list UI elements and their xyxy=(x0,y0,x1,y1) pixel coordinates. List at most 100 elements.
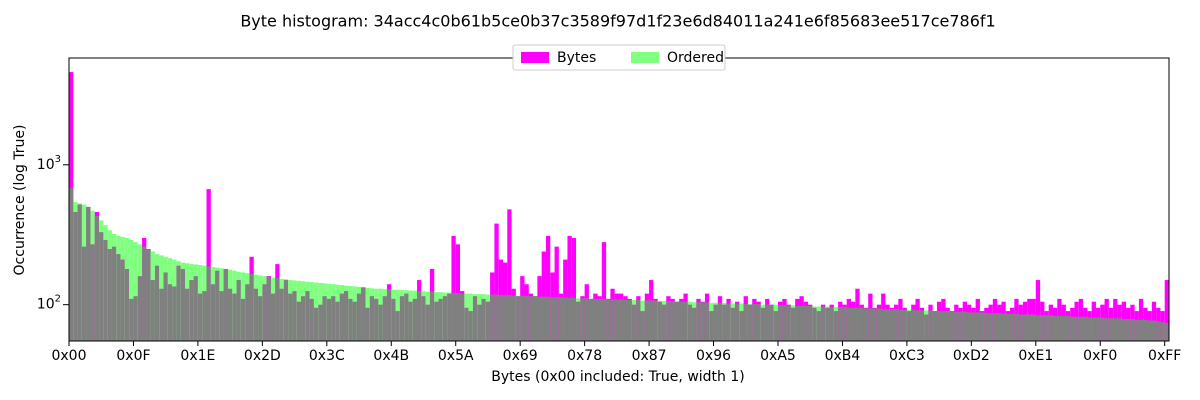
bar xyxy=(545,296,551,341)
bar xyxy=(1078,316,1084,341)
bar xyxy=(765,304,770,341)
bar xyxy=(1074,316,1079,341)
bar xyxy=(1117,318,1122,341)
x-tick-label: 0xC3 xyxy=(889,348,925,364)
bar xyxy=(679,301,684,341)
bar xyxy=(301,296,306,341)
x-tick-label: 0xF0 xyxy=(1083,348,1117,364)
bar xyxy=(825,307,830,341)
y-tick-label: 102 xyxy=(37,294,61,313)
x-tick-label: 0x5A xyxy=(438,348,474,364)
bar xyxy=(502,295,508,341)
bar xyxy=(249,273,254,341)
bar xyxy=(172,286,177,341)
bar xyxy=(533,296,538,341)
bar xyxy=(223,268,228,341)
bar xyxy=(215,270,220,341)
bar xyxy=(588,298,594,341)
bar xyxy=(464,307,469,341)
bar xyxy=(468,311,473,341)
bar xyxy=(567,297,572,341)
x-tick-label: 0xE1 xyxy=(1018,348,1053,364)
bar xyxy=(790,307,796,341)
x-tick-label: 0x4B xyxy=(373,348,409,364)
bar xyxy=(339,293,344,341)
bar xyxy=(1113,318,1118,341)
bar xyxy=(829,307,834,341)
x-tick-label: 0x87 xyxy=(632,348,667,364)
bar xyxy=(541,251,546,341)
bar xyxy=(1018,314,1023,341)
legend: Bytes Ordered xyxy=(512,44,726,71)
bar xyxy=(898,309,903,341)
bar xyxy=(451,293,456,341)
bar xyxy=(554,246,559,341)
bar xyxy=(739,311,744,341)
bar xyxy=(262,284,267,341)
bar xyxy=(683,301,688,341)
bar xyxy=(833,311,839,341)
bar xyxy=(1048,315,1053,341)
bar xyxy=(838,307,843,341)
bar xyxy=(936,311,942,341)
bar xyxy=(202,291,207,341)
bar xyxy=(653,300,658,341)
bar xyxy=(657,301,662,341)
bar xyxy=(752,304,757,341)
bar xyxy=(481,298,486,341)
bar xyxy=(245,284,250,341)
bar xyxy=(1095,317,1101,341)
bar xyxy=(855,307,860,341)
bar xyxy=(210,284,216,341)
bar xyxy=(627,300,632,341)
bar xyxy=(524,296,529,341)
bar xyxy=(429,291,435,341)
bar xyxy=(1083,316,1088,341)
bar xyxy=(1156,321,1161,341)
bar xyxy=(275,278,280,341)
bar xyxy=(820,306,826,341)
bar xyxy=(593,298,598,341)
legend-box xyxy=(512,44,726,71)
bar xyxy=(185,288,190,341)
bar xyxy=(872,308,877,341)
bar xyxy=(876,308,882,341)
bar xyxy=(1147,320,1152,341)
bar xyxy=(571,297,577,341)
bar xyxy=(1035,315,1041,341)
bar xyxy=(730,307,736,341)
bar xyxy=(180,268,186,341)
bar xyxy=(906,311,912,341)
bar xyxy=(318,304,323,341)
bar xyxy=(399,296,405,341)
bar xyxy=(756,304,761,341)
bar xyxy=(129,239,134,341)
bar xyxy=(687,304,693,341)
bar xyxy=(77,204,82,341)
bar xyxy=(859,307,864,341)
bar xyxy=(1121,319,1127,341)
bar xyxy=(997,313,1002,341)
bar xyxy=(408,301,413,341)
bar xyxy=(94,216,100,341)
bar xyxy=(206,189,211,341)
bar xyxy=(670,301,675,341)
bar xyxy=(352,301,357,341)
bar xyxy=(554,297,559,341)
bar xyxy=(520,295,525,341)
bar xyxy=(619,299,624,341)
bar xyxy=(150,280,155,341)
bar xyxy=(258,296,263,341)
x-tick-label: 0x1E xyxy=(180,348,215,364)
bar xyxy=(571,237,577,341)
bar xyxy=(863,308,869,341)
legend-label: Bytes xyxy=(557,50,596,66)
bar xyxy=(902,309,907,341)
bar xyxy=(1108,318,1114,341)
bar xyxy=(240,298,246,341)
bar xyxy=(1087,317,1092,341)
x-tick-label: 0xFF xyxy=(1148,348,1181,364)
bar xyxy=(1134,319,1139,341)
bar xyxy=(309,298,314,341)
bar xyxy=(760,307,766,341)
